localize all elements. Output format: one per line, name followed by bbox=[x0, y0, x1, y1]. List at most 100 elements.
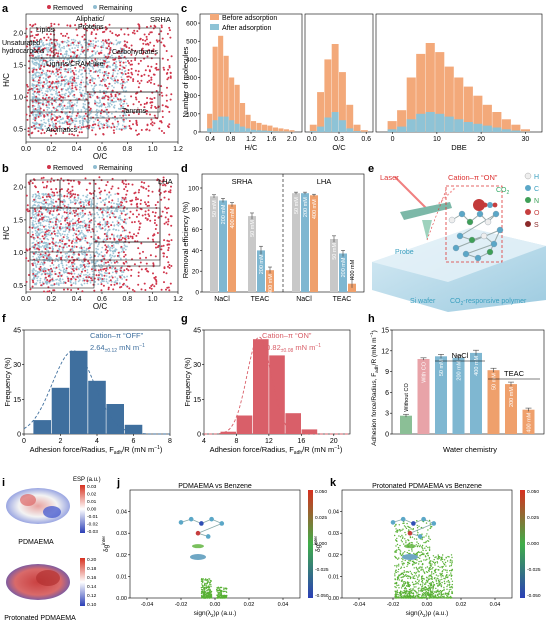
remaining-point bbox=[75, 265, 78, 268]
atom-s-marker bbox=[525, 221, 531, 227]
remaining-point bbox=[37, 71, 40, 74]
removed-point bbox=[131, 31, 134, 34]
benzene-ring bbox=[190, 553, 206, 560]
removed-point bbox=[75, 268, 78, 271]
remaining-point bbox=[40, 119, 43, 122]
remaining-point bbox=[63, 93, 66, 96]
remaining-point bbox=[40, 89, 43, 92]
condition-label: Cation–π “OFF” bbox=[90, 331, 144, 340]
removed-point bbox=[72, 51, 74, 54]
remaining-point bbox=[45, 82, 48, 85]
removed-point bbox=[44, 97, 47, 100]
removed-point bbox=[88, 211, 91, 214]
removed-point bbox=[60, 32, 63, 35]
removed-point bbox=[119, 269, 122, 272]
remaining-point bbox=[117, 200, 120, 203]
atom bbox=[492, 210, 500, 218]
remaining-point bbox=[57, 283, 60, 286]
remaining-point bbox=[65, 260, 67, 263]
remaining-point bbox=[48, 270, 51, 273]
remaining-point bbox=[40, 39, 43, 42]
nci-point bbox=[201, 583, 203, 585]
y-tick-label: 1.0 bbox=[13, 250, 23, 257]
remaining-point bbox=[71, 213, 74, 215]
removed-point bbox=[137, 73, 139, 76]
remaining-point bbox=[54, 115, 57, 118]
removed-point bbox=[58, 271, 61, 274]
remaining-point bbox=[68, 197, 71, 200]
removed-point bbox=[121, 196, 124, 199]
removed-point bbox=[108, 266, 111, 269]
removed-point bbox=[66, 221, 69, 224]
remaining-point bbox=[80, 73, 82, 76]
remaining-point bbox=[92, 67, 95, 70]
removed-point bbox=[100, 260, 103, 263]
remaining-point bbox=[85, 227, 87, 230]
remaining-point bbox=[61, 54, 64, 57]
remaining-point bbox=[57, 85, 60, 87]
remaining-point bbox=[47, 216, 50, 219]
remaining-point bbox=[97, 197, 99, 200]
remaining-point bbox=[106, 282, 109, 284]
remaining-point bbox=[125, 125, 128, 128]
removed-point bbox=[68, 244, 71, 247]
removed-point bbox=[161, 116, 164, 118]
removed-point bbox=[50, 177, 53, 180]
remaining-point bbox=[48, 104, 51, 106]
nci-point bbox=[202, 579, 204, 581]
nci-point bbox=[226, 588, 228, 590]
remaining-point bbox=[79, 212, 82, 214]
remaining-point bbox=[69, 281, 72, 284]
removed-point bbox=[120, 72, 123, 74]
remaining-point bbox=[52, 123, 55, 125]
cation-on-label: Cation–π “ON” bbox=[448, 173, 498, 182]
nci-point bbox=[203, 597, 205, 599]
remaining-point bbox=[35, 270, 37, 272]
removed-point bbox=[146, 128, 148, 131]
removed-point bbox=[42, 176, 45, 179]
remaining-point bbox=[109, 56, 112, 58]
removed-point bbox=[157, 244, 160, 247]
removed-point bbox=[77, 253, 80, 256]
histograms: 0.4 0.8 1.2 1.6 2.0H/C0.0 0.3 0.6O/C0 10 20 30DBE… bbox=[186, 13, 543, 152]
removed-point bbox=[163, 281, 165, 284]
remaining-point bbox=[90, 205, 93, 208]
remaining-point bbox=[82, 277, 85, 280]
removed-point bbox=[150, 101, 153, 104]
atom bbox=[486, 248, 494, 256]
remaining-point bbox=[50, 197, 52, 200]
removed-point bbox=[48, 80, 51, 83]
remaining-point bbox=[78, 88, 81, 91]
remaining-point bbox=[68, 63, 70, 66]
remaining-point bbox=[43, 83, 46, 86]
removed-point bbox=[123, 100, 126, 103]
remaining-point bbox=[121, 68, 124, 71]
remaining-point bbox=[71, 112, 74, 115]
removed-point bbox=[78, 182, 81, 185]
remaining-point bbox=[36, 41, 39, 44]
remaining-point bbox=[110, 210, 113, 213]
x-tick-label: 30 bbox=[522, 136, 530, 143]
remaining-point bbox=[81, 260, 83, 263]
removed-point bbox=[84, 112, 87, 115]
removed-point bbox=[101, 227, 104, 230]
removed-point bbox=[166, 58, 169, 61]
remaining-point bbox=[58, 46, 61, 48]
removed-point bbox=[81, 209, 84, 212]
remaining-point bbox=[39, 102, 42, 105]
remaining-point bbox=[43, 278, 46, 281]
removed-point bbox=[59, 239, 61, 242]
removed-point bbox=[70, 277, 73, 280]
remaining-point bbox=[75, 225, 78, 227]
remaining-point bbox=[115, 75, 118, 78]
removed-point bbox=[120, 212, 123, 215]
remaining-point bbox=[32, 113, 34, 116]
remaining-point bbox=[31, 271, 34, 273]
remaining-point bbox=[76, 97, 78, 100]
remaining-point bbox=[109, 194, 112, 196]
removed-point bbox=[131, 221, 134, 224]
removed-point bbox=[32, 252, 35, 255]
removed-point bbox=[169, 72, 172, 74]
removed-point bbox=[66, 64, 68, 67]
histogram-bar bbox=[285, 413, 301, 434]
